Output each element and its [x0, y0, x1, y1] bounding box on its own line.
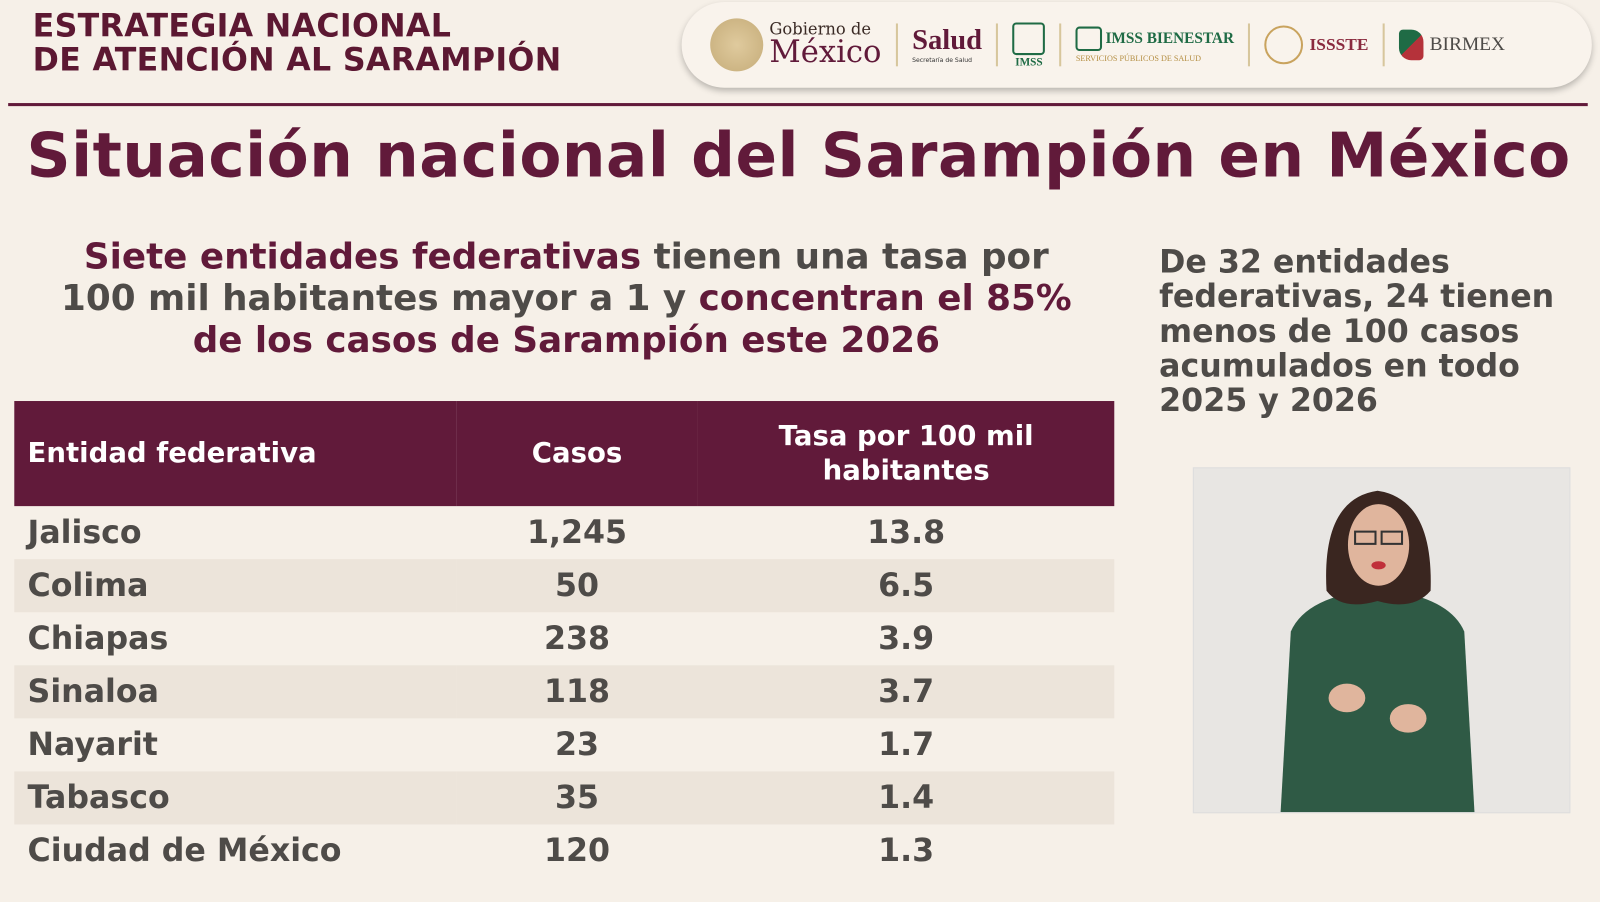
subtitle-highlight: Siete entidades federativas: [83, 236, 642, 278]
birmex-emblem-icon: [1399, 29, 1424, 61]
table-row: Colima 50 6.5: [14, 559, 1115, 613]
logo-text: BIRMEX: [1429, 33, 1506, 56]
cell-casos: 238: [544, 620, 611, 658]
divider: [1382, 23, 1385, 67]
cell-entidad: Nayarit: [27, 726, 158, 764]
table-row: Tabasco 35 1.4: [14, 771, 1115, 825]
logo-text: Gobierno de: [769, 19, 872, 39]
table-header-row: Entidad federativa Casos Tasa por 100 mi…: [14, 401, 1115, 507]
logo-subtext: Secretaría de Salud: [912, 56, 973, 64]
national-seal-icon: [710, 18, 764, 72]
interpreter-figure-icon: [1193, 468, 1570, 813]
header-divider: [8, 103, 1588, 107]
imss-emblem-icon: [1075, 26, 1103, 52]
side-note: De 32 entidades federativas, 24 tienen m…: [1159, 243, 1555, 420]
cell-tasa: 1.4: [697, 771, 1115, 825]
imss-emblem-icon: [1012, 21, 1046, 55]
column-header-casos: Casos: [456, 401, 698, 507]
issste-emblem-icon: [1264, 25, 1304, 65]
divider: [895, 23, 898, 67]
page-title: Situación nacional del Sarampión en Méxi…: [26, 120, 1571, 192]
logo-birmex: BIRMEX: [1399, 29, 1506, 61]
logo-text: Salud: [912, 23, 982, 56]
logo-gobierno-de-mexico: Gobierno de México: [710, 18, 882, 72]
table-row: Sinaloa 118 3.7: [14, 665, 1115, 719]
logo-subtext: SERVICIOS PÚBLICOS DE SALUD: [1075, 54, 1202, 64]
subtitle-highlight: concentran el 85% de los casos de Saramp…: [192, 278, 1072, 362]
header-title-line1: ESTRATEGIA NACIONAL: [32, 8, 452, 45]
logo-text: IMSS: [1015, 55, 1043, 68]
cell-tasa: 13.8: [867, 514, 946, 552]
cell-tasa: 1.7: [878, 726, 935, 764]
cell-tasa: 1.3: [878, 832, 935, 870]
sign-language-interpreter-video: [1192, 467, 1571, 814]
table-row: Jalisco 1,245 13.8: [14, 506, 1114, 559]
cell-entidad: Sinaloa: [14, 665, 457, 719]
cell-tasa: 6.5: [697, 559, 1115, 613]
table-row: Nayarit 23 1.7: [14, 718, 1114, 771]
logo-text: México: [769, 34, 882, 71]
cell-tasa: 3.9: [878, 620, 935, 658]
cell-entidad: Jalisco: [27, 514, 142, 552]
logo-text: ISSSTE: [1309, 34, 1369, 55]
cell-tasa: 3.7: [697, 665, 1115, 719]
cell-entidad: Colima: [14, 559, 457, 613]
divider: [996, 23, 999, 67]
logo-imss: IMSS: [1012, 21, 1046, 68]
logo-text: IMSS BIENESTAR: [1105, 30, 1235, 47]
cell-casos: 50: [456, 559, 698, 613]
logo-issste: ISSSTE: [1264, 25, 1369, 65]
cell-casos: 35: [456, 771, 698, 825]
subtitle: Siete entidades federativas tienen una t…: [41, 237, 1092, 363]
column-header-entidad: Entidad federativa: [14, 401, 457, 507]
cell-casos: 118: [456, 665, 698, 719]
cell-casos: 1,245: [527, 514, 628, 552]
cell-casos: 120: [544, 832, 611, 870]
logo-salud: Salud Secretaría de Salud: [912, 26, 982, 64]
header-title-line2: DE ATENCIÓN AL SARAMPIÓN: [32, 41, 562, 79]
table-row: Ciudad de México 120 1.3: [14, 824, 1114, 877]
divider: [1248, 23, 1251, 67]
cell-entidad: Chiapas: [27, 620, 169, 658]
header-title: ESTRATEGIA NACIONAL DE ATENCIÓN AL SARAM…: [33, 10, 562, 77]
subtitle-text: tienen una tasa por 100 mil habitantes m…: [61, 236, 1049, 320]
logo-bar: Gobierno de México Salud Secretaría de S…: [681, 2, 1592, 88]
table-row: Chiapas 238 3.9: [14, 612, 1114, 665]
column-header-tasa: Tasa por 100 mil habitantes: [697, 401, 1115, 507]
cell-casos: 23: [555, 726, 600, 764]
divider: [1059, 23, 1062, 67]
cell-entidad: Tabasco: [14, 771, 457, 825]
cell-entidad: Ciudad de México: [27, 832, 342, 870]
logo-imss-bienestar: IMSS BIENESTAR SERVICIOS PÚBLICOS DE SAL…: [1075, 26, 1235, 64]
column-header-tasa-text: Tasa por 100 mil habitantes: [778, 419, 1034, 487]
cases-table: Entidad federativa Casos Tasa por 100 mi…: [14, 401, 1115, 878]
